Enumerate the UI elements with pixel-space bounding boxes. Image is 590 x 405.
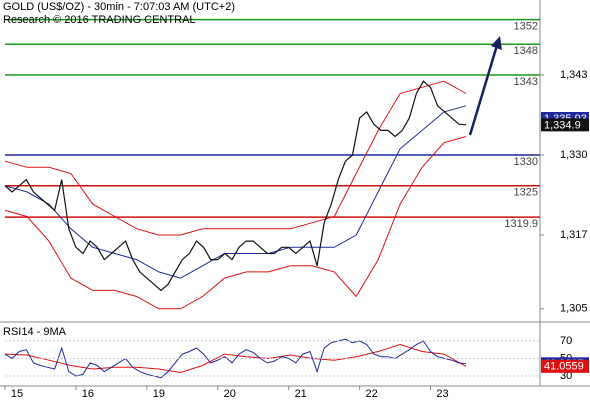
price-tag-label: 41.0559 — [544, 361, 584, 373]
chart-subtitle: Research © 2016 TRADING CENTRAL — [3, 14, 196, 26]
level-label: 1343 — [514, 76, 538, 88]
level-label: 1319.9 — [504, 218, 538, 230]
rsi-title: RSI14 - 9MA — [3, 326, 67, 338]
rsi-line — [4, 338, 467, 379]
x-tick-label: 15 — [11, 388, 23, 400]
level-label: 1348 — [514, 45, 538, 57]
x-tick-label: 22 — [365, 388, 377, 400]
rsi-tick-label: 30 — [560, 370, 572, 382]
projection-arrow — [468, 41, 500, 136]
level-label: 1330 — [514, 156, 538, 168]
price-tag-label: 1,334.9 — [544, 119, 581, 131]
y-tick-label: 1,305 — [560, 303, 588, 315]
x-tick-label: 20 — [224, 388, 236, 400]
price-line — [4, 80, 467, 292]
y-tick-label: 1,343 — [560, 69, 588, 81]
price-tag — [541, 118, 589, 132]
rsi-tick-label: 70 — [560, 335, 572, 347]
level-label: 1352 — [514, 21, 538, 33]
x-tick-label: 16 — [82, 388, 94, 400]
chart-title: GOLD (US$/OZ) - 30min - 7:07:03 AM (UTC+… — [3, 1, 235, 13]
x-tick-label: 21 — [295, 388, 307, 400]
rsi-ma-line — [4, 343, 467, 374]
y-tick-label: 1,330 — [560, 149, 588, 161]
level-label: 1325 — [514, 187, 538, 199]
x-tick-label: 19 — [153, 388, 165, 400]
x-tick-label: 23 — [436, 388, 448, 400]
upper-band — [4, 80, 467, 236]
lower-band — [4, 136, 467, 310]
y-tick-label: 1,317 — [560, 229, 588, 241]
arrow-head — [491, 36, 502, 50]
price-tag — [541, 359, 589, 373]
